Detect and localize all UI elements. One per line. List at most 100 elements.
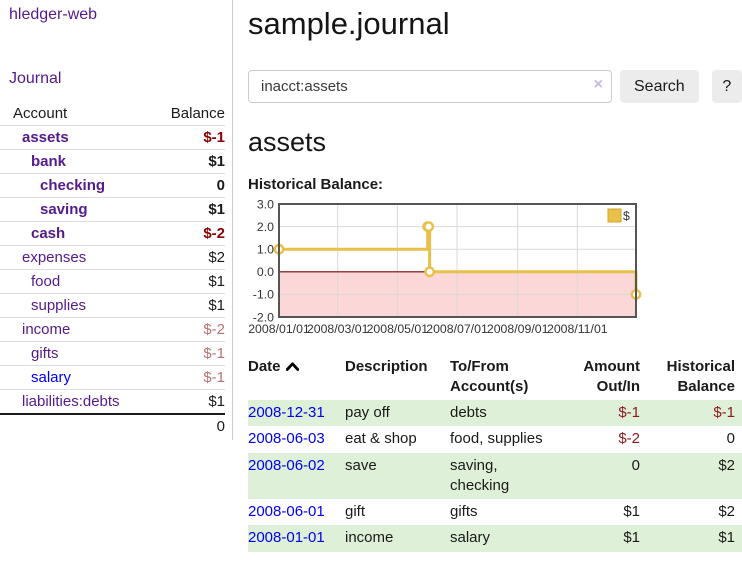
transaction-row: 2008-01-01 income salary $1 $1 [248,525,742,552]
transaction-date-link[interactable]: 2008-06-02 [248,456,325,474]
svg-text:2008/01/01: 2008/01/01 [248,322,310,336]
account-row-assets: assets $-1 [0,125,225,150]
accounts-header-row: Account Balance [0,102,225,126]
account-link-supplies[interactable]: supplies [31,297,87,314]
sidebar: hledger-web Journal Account Balance asse… [0,0,233,440]
transaction-row: 2008-06-02 save saving, checking 0 $2 [248,452,742,499]
transaction-amount: $1 [623,503,640,520]
account-balance: $1 [154,269,225,294]
account-link-salary[interactable]: salary [31,369,72,386]
account-row-income: income $-2 [0,317,225,342]
account-row-liabilities-debts: liabilities:debts $1 [0,389,225,414]
transaction-accounts: gifts [450,503,478,520]
register-header-description: Description [345,358,428,375]
account-row-gifts: gifts $-1 [0,341,225,366]
search-form: × Search ? [248,70,742,103]
svg-text:$: $ [623,209,630,223]
account-balance: 0 [154,173,225,198]
account-link-assets[interactable]: assets [22,129,69,146]
accounts-total-value: 0 [154,413,225,438]
account-row-checking: checking 0 [0,173,225,198]
transaction-amount: $1 [623,529,640,547]
account-page-title: assets [248,127,327,157]
account-row-salary: salary $-1 [0,365,225,390]
transaction-amount: $-1 [618,404,640,421]
account-balance: $2 [154,245,225,270]
svg-text:3.0: 3.0 [257,197,274,211]
search-button[interactable]: Search [620,70,699,103]
svg-text:0.0: 0.0 [257,265,274,279]
accounts-table: Account Balance assets $-1 bank $1 check… [0,102,225,438]
account-row-cash: cash $-2 [0,221,225,246]
transaction-balance: $2 [718,503,735,520]
transaction-description: save [345,456,377,474]
app-brand-link[interactable]: hledger-web [9,6,98,23]
transaction-date-link[interactable]: 2008-06-03 [248,430,325,448]
main-content: sample.journal × Search ? assets Histori… [248,0,742,552]
help-button[interactable]: ? [711,70,742,103]
transaction-accounts: salary [450,529,491,547]
accounts-header-balance: Balance [170,105,225,122]
account-row-food: food $1 [0,269,225,294]
register-header-row: Date Description To/From Account(s) Amou… [248,355,742,400]
page-title: sample.journal [248,6,450,41]
svg-text:2008/09/01: 2008/09/01 [487,322,549,336]
account-link-food[interactable]: food [31,273,61,290]
transaction-balance: $1 [718,529,735,547]
transaction-amount: $-2 [618,430,640,448]
transaction-accounts: food, supplies [450,430,543,448]
account-balance: $1 [154,293,225,318]
account-row-bank: bank $1 [0,149,225,174]
clear-search-icon[interactable]: × [593,76,603,93]
register-table: Date Description To/From Account(s) Amou… [248,355,742,552]
account-balance: $1 [154,149,225,174]
chart-title: Historical Balance: [248,176,384,193]
transaction-date-link[interactable]: 2008-01-01 [248,529,325,547]
account-balance: $-2 [154,317,225,342]
account-row-supplies: supplies $1 [0,293,225,318]
account-link-gifts[interactable]: gifts [31,345,59,362]
transaction-amount: 0 [631,456,640,474]
svg-text:-1.0: -1.0 [253,288,274,302]
transaction-date-link[interactable]: 2008-06-01 [248,503,325,520]
transaction-balance: 0 [726,430,735,448]
transaction-balance: $2 [718,456,735,474]
register-header-amount: Amount Out/In [583,358,640,395]
accounts-total-row: 0 [0,413,225,438]
account-balance: $-2 [154,221,225,246]
account-link-income[interactable]: income [22,321,71,338]
svg-text:2.0: 2.0 [257,220,274,234]
account-link-cash[interactable]: cash [31,225,66,242]
svg-text:2008/03/01: 2008/03/01 [307,322,369,336]
register-header-date[interactable]: Date [248,355,345,400]
transaction-row: 2008-06-03 eat & shop food, supplies $-2… [248,426,742,452]
account-link-liabilities-debts[interactable]: liabilities:debts [22,393,120,410]
transaction-description: pay off [345,404,390,421]
account-balance: $-1 [154,365,225,390]
transaction-balance: $-1 [713,404,735,421]
transaction-description: gift [345,503,366,520]
search-input-wrap: × [248,70,612,103]
svg-text:-2.0: -2.0 [253,310,274,324]
transaction-row: 2008-06-01 gift gifts $1 $2 [248,499,742,525]
sidebar-item-journal[interactable]: Journal [9,70,62,87]
accounts-total-spacer [0,413,155,438]
transaction-accounts: saving, checking [450,456,510,494]
transaction-row: 2008-12-31 pay off debts $-1 $-1 [248,400,742,427]
transaction-accounts: debts [450,404,487,421]
transaction-description: income [345,529,394,547]
account-link-checking[interactable]: checking [40,177,106,194]
svg-text:2008/05/01: 2008/05/01 [367,322,429,336]
account-link-expenses[interactable]: expenses [22,249,87,266]
svg-text:2008/07/01: 2008/07/01 [426,322,488,336]
search-input[interactable] [248,70,612,103]
account-balance: $1 [154,197,225,222]
account-link-bank[interactable]: bank [31,153,67,170]
account-link-saving[interactable]: saving [40,201,88,218]
register-header-accounts: To/From Account(s) [450,358,529,395]
transaction-date-link[interactable]: 2008-12-31 [248,404,325,421]
register-header-balance: Historical Balance [666,358,735,395]
sort-ascending-icon [285,362,299,371]
account-row-saving: saving $1 [0,197,225,222]
account-row-expenses: expenses $2 [0,245,225,270]
